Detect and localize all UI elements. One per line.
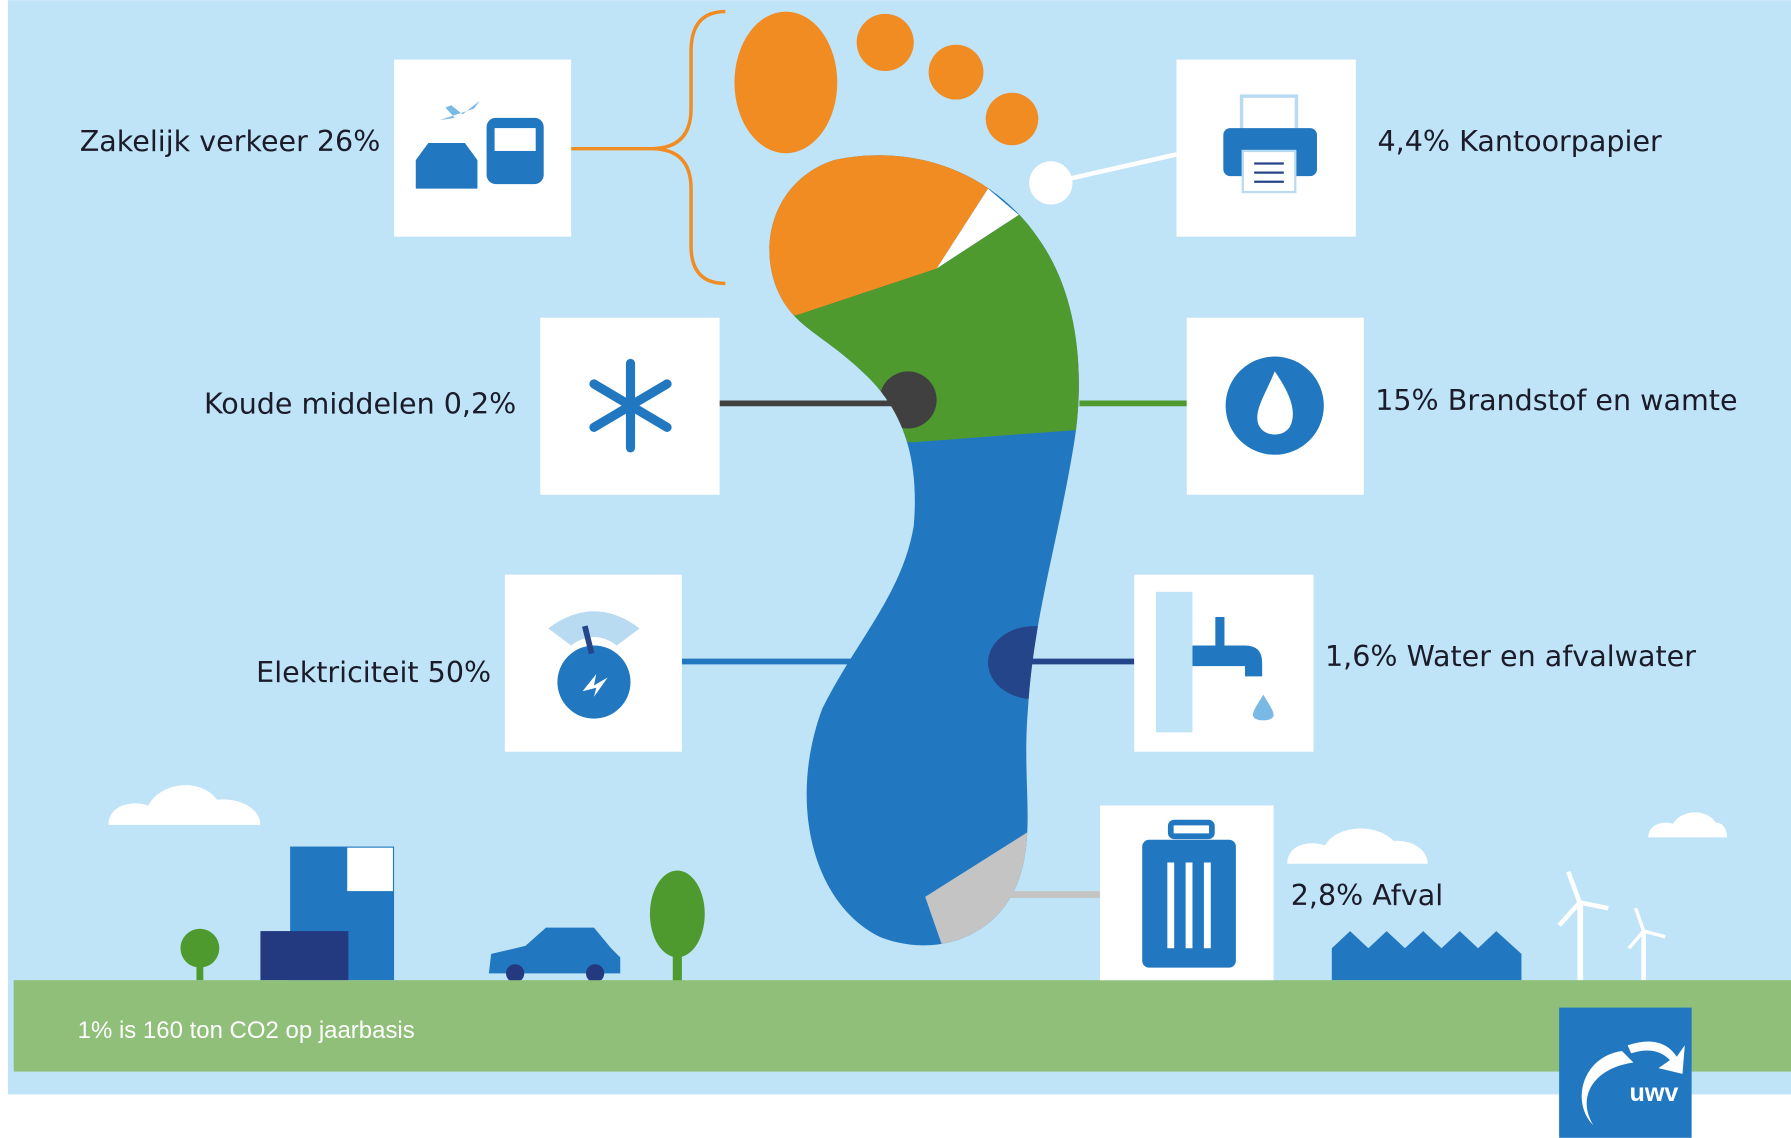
wheel	[585, 964, 605, 983]
label: Zakelijk verkeer 26%	[80, 124, 381, 158]
flame-icon	[1257, 371, 1293, 435]
drop-icon	[1253, 694, 1274, 721]
tree-trunk	[196, 959, 204, 981]
foot-paper	[936, 188, 1019, 269]
tap-icon	[1192, 645, 1263, 677]
foot-traffic	[769, 155, 1079, 343]
meter-arc	[548, 611, 640, 646]
windmill	[1577, 902, 1584, 981]
tree-trunk	[672, 936, 682, 983]
snowflake-arm	[589, 379, 672, 432]
label: 2,8% Afval	[1291, 878, 1443, 912]
windmill	[1641, 931, 1646, 981]
printer-lines	[1254, 162, 1284, 183]
label: 4,4% Kantoorpapier	[1378, 124, 1662, 158]
meter-needle	[582, 625, 595, 655]
windmill-blades	[1627, 907, 1666, 950]
logo-swoosh	[1581, 1051, 1634, 1126]
toe	[928, 44, 984, 100]
car	[488, 927, 621, 974]
snowflake-icon	[589, 358, 672, 453]
logo	[1559, 1007, 1692, 1138]
toe	[856, 13, 914, 71]
connector-dot	[1029, 161, 1073, 205]
windmill-blades	[1557, 870, 1609, 927]
toe	[985, 92, 1039, 146]
tree	[180, 928, 220, 968]
cloud	[1648, 812, 1728, 838]
icon-box	[394, 59, 572, 237]
ground	[13, 980, 1791, 1072]
label: 15% Brandstof en wamte	[1375, 383, 1737, 417]
tram-window	[494, 128, 536, 151]
logo-text: uwv	[1630, 1079, 1679, 1107]
car-icon	[415, 142, 478, 189]
wall	[1155, 591, 1193, 733]
footer-text: 1% is 160 ton CO2 op jaarbasis	[78, 1017, 415, 1044]
toe	[734, 11, 838, 154]
bin-handle	[1167, 819, 1215, 840]
label: 1,6% Water en afvalwater	[1325, 639, 1696, 673]
label: Elektriciteit 50%	[256, 655, 491, 689]
building	[260, 931, 349, 981]
bolt-icon	[582, 674, 608, 697]
bin-lines	[1167, 862, 1211, 949]
brace	[571, 9, 726, 286]
building-logo	[347, 847, 393, 892]
tap-stem	[1215, 616, 1225, 646]
foot-waste	[925, 828, 1034, 946]
wheel	[506, 964, 525, 983]
cloud	[108, 785, 261, 825]
logo-arrow	[1627, 1041, 1685, 1074]
tree	[649, 870, 705, 958]
cloud	[1287, 828, 1428, 864]
label: Koude middelen 0,2%	[204, 387, 516, 421]
factory	[1331, 931, 1522, 981]
